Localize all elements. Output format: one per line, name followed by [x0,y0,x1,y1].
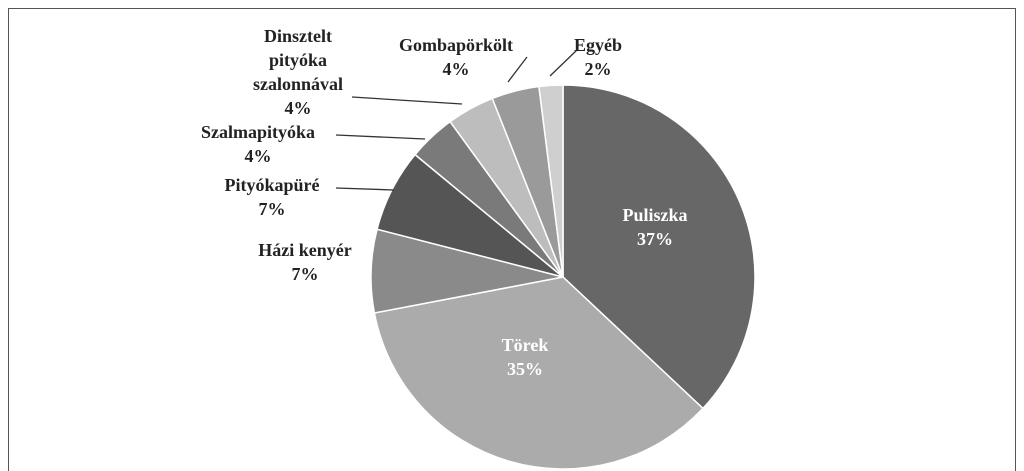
category-label: Pityókapüré [224,175,320,195]
frame [8,8,1016,471]
category-label: Puliszka [622,205,688,225]
leader-line [351,96,463,105]
leader-line [549,49,578,77]
slice-label: Puliszka 37% [585,203,725,251]
slice-label: Pityókapüré 7% [202,173,342,221]
category-label: Gombapörkölt [398,35,513,55]
value-label: 4% [244,146,272,166]
slice-label: Törek 35% [455,333,595,381]
category-label: Szalmapityóka [200,122,315,142]
value-label: 4% [284,98,312,118]
slice-label: Szalmapityóka 4% [183,120,333,168]
value-label: 4% [442,59,470,79]
slice-label: Házi kenyér 7% [235,238,375,286]
leader-line [335,134,426,140]
leader-line [335,187,395,191]
pie-slice [562,84,756,410]
category-label: Törek [501,335,549,355]
value-label: 7% [258,199,286,219]
category-label: Házi kenyér [258,240,352,260]
category-label: Dinsztelt pityóka szalonnával [252,26,344,94]
leader-line [507,56,528,83]
pie-slice [538,84,564,278]
slice-label: Gombapörkölt 4% [381,33,531,81]
pie-slice [373,276,705,470]
value-label: 2% [584,59,612,79]
category-label: Egyéb [573,35,622,55]
slice-label: Dinsztelt pityóka szalonnával 4% [238,24,358,120]
slice-label: Egyéb 2% [548,33,648,81]
value-label: 7% [291,264,319,284]
value-label: 37% [637,229,673,249]
value-label: 35% [507,359,543,379]
